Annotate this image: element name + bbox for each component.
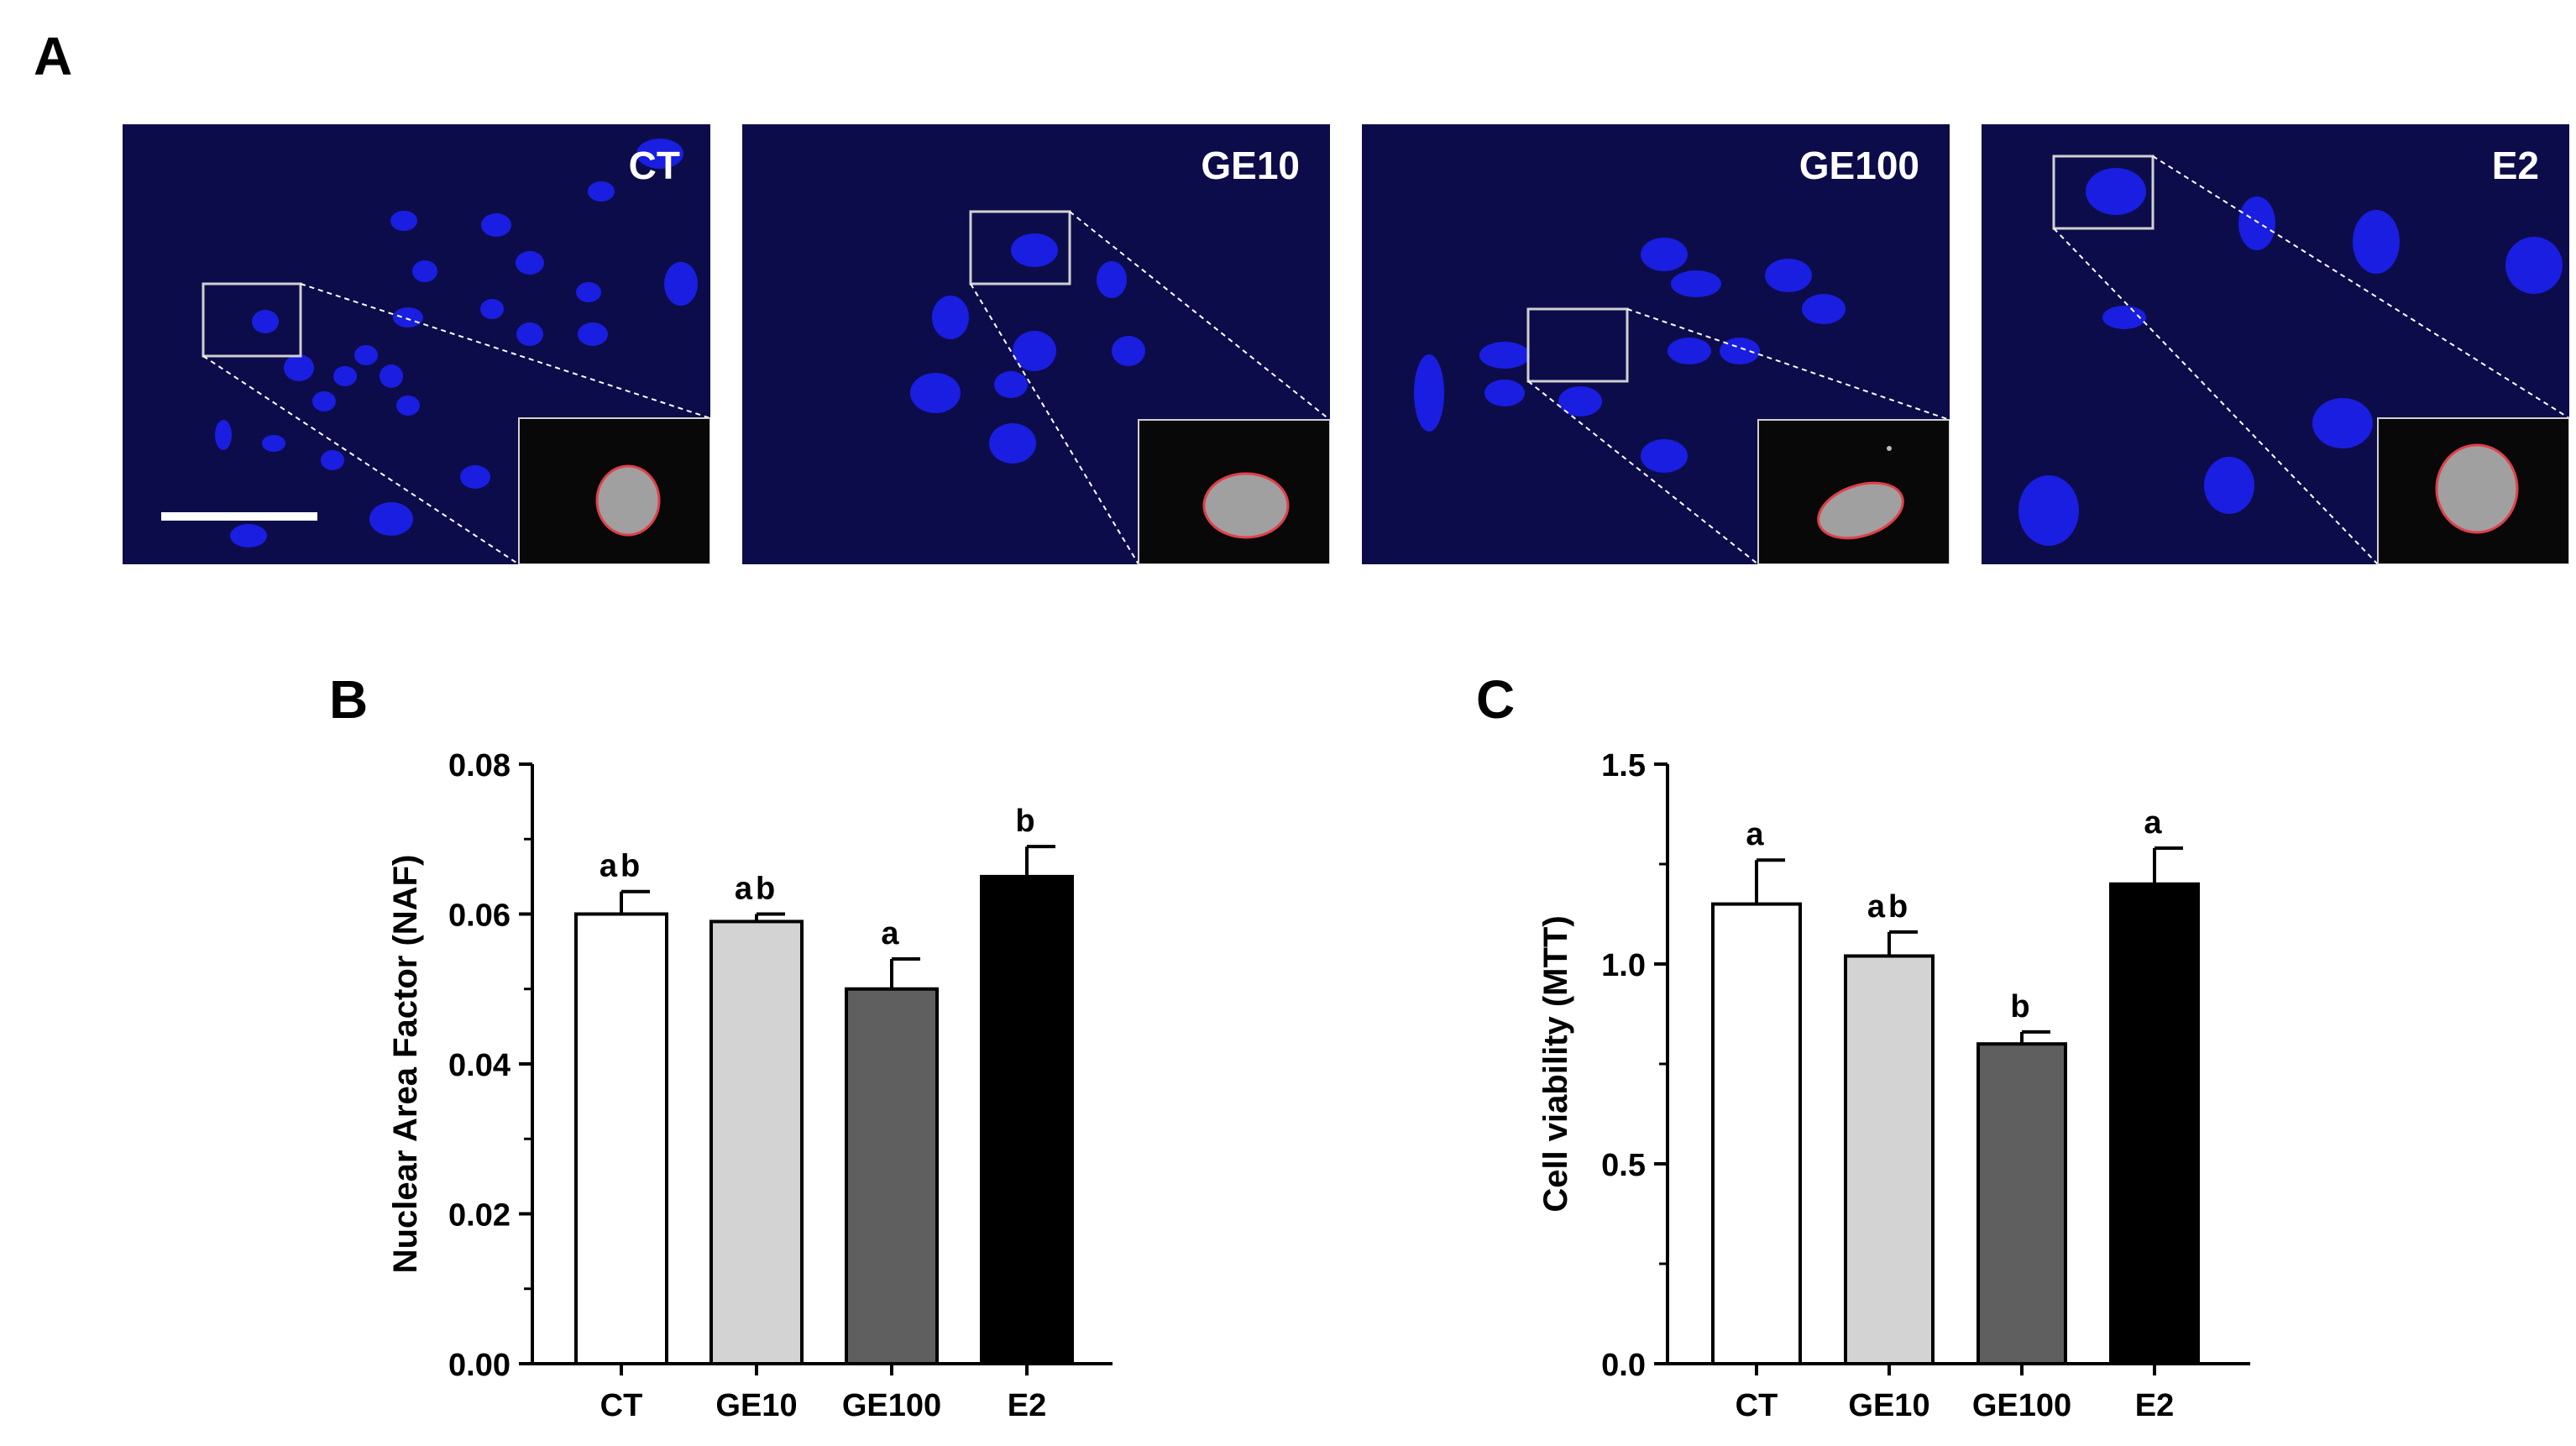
micrograph-ge10-image [910,210,1330,564]
y-tick-label: 1.0 [1601,948,1646,983]
micrograph-ct: CT [123,124,710,564]
micrograph-e2-image [2018,155,2569,564]
significance-label: a [881,916,902,951]
x-tick-label: GE100 [1972,1388,2071,1423]
panel-label-a: A [34,26,73,86]
y-tick-label: 0.0 [1601,1348,1646,1383]
nuclear-area-factor-chart: 0.00 0.02 0.04 0.06 0.08 Nuclear Area Factor … [387,748,1113,1423]
micrograph-e2: E2 [1982,124,2569,564]
bar-ge100 [1977,1042,2067,1365]
x-tick-label: GE100 [842,1388,941,1423]
y-tick-label: 0.08 [448,748,510,783]
y-tick-label: 0.04 [448,1048,510,1083]
micrograph-label: GE100 [1798,144,1919,187]
micrograph-ge100: GE100 [1362,124,1950,564]
y-tick-label: 0.06 [448,899,510,934]
bar-e2 [2109,882,2200,1366]
micrograph-label: E2 [2491,144,2539,187]
significance-label: ab [735,872,778,907]
significance-label: a [1746,817,1767,852]
bar-ge10 [709,919,804,1366]
significance-label: ab [599,849,643,884]
y-tick-label: 1.5 [1601,748,1646,783]
bar-e2 [980,874,1074,1365]
y-axis-label: Cell viability (MTT) [1537,915,1574,1212]
x-tick-label: GE10 [1848,1388,1929,1423]
significance-label: a [2144,805,2165,841]
panel-label-b: B [329,669,369,730]
micrograph-ct-image [161,139,710,564]
x-tick-label: E2 [1008,1388,1046,1423]
significance-label: b [2010,989,2033,1024]
x-tick-label: CT [600,1388,643,1423]
significance-label: ab [1867,889,1911,925]
micrograph-label: GE10 [1201,144,1300,187]
bar-ge100 [845,987,939,1365]
x-tick-label: GE10 [715,1388,797,1423]
x-tick-label: CT [1736,1388,1778,1423]
bar-ge10 [1844,954,1935,1365]
panel-label-c: C [1476,669,1516,730]
y-tick-label: 0.00 [448,1348,510,1383]
y-tick-label: 0.02 [448,1198,510,1234]
bar-ct [574,912,668,1365]
x-tick-label: E2 [2135,1388,2174,1423]
significance-label: b [1015,804,1038,839]
micrograph-ge100-image [1414,238,1950,564]
y-tick-label: 0.5 [1601,1148,1646,1183]
micrograph-label: CT [628,144,680,187]
micrograph-ge10: GE10 [742,124,1330,564]
y-axis-label: Nuclear Area Factor (NAF) [387,855,424,1274]
bar-ct [1711,902,1802,1366]
